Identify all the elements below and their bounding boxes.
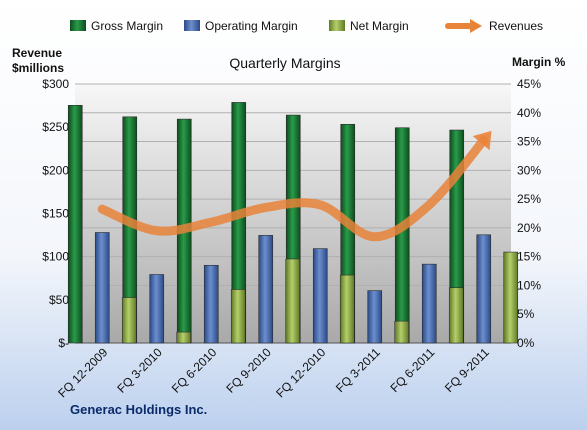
bar-net-margin-fq-9-2011 [503, 251, 519, 344]
left-tick-label: $- [58, 336, 69, 350]
right-tick-label: 5% [517, 307, 535, 321]
bar-net-margin-fq-9-2010 [285, 258, 301, 344]
bar-operating-margin-fq-9-2011 [476, 234, 492, 344]
bar-operating-margin-fq-12-2009 [94, 232, 110, 344]
revenues-arrowhead [472, 130, 492, 151]
right-tick-label: 40% [517, 106, 541, 120]
legend-swatch-operating-margin [184, 20, 200, 31]
right-tick-label: 10% [517, 278, 541, 292]
bar-gross-margin-fq-12-2009 [67, 104, 83, 344]
left-tick-label: $250 [42, 120, 69, 134]
left-tick-label: $150 [42, 207, 69, 221]
left-tick-label: $200 [42, 163, 69, 177]
legend-revenues-arrowhead-icon [470, 19, 482, 33]
legend: Gross Margin Operating Margin Net Margin… [70, 19, 543, 33]
bar-operating-margin-fq-6-2010 [203, 264, 219, 344]
bar-operating-margin-fq-6-2011 [421, 263, 437, 344]
company-name: Generac Holdings Inc. [70, 402, 207, 417]
legend-label-gross-margin: Gross Margin [91, 19, 163, 33]
right-tick-label: 45% [517, 77, 541, 91]
legend-swatch-gross-margin [70, 20, 86, 31]
bar-net-margin-fq-12-2009 [121, 297, 137, 344]
right-tick-label: 20% [517, 221, 541, 235]
right-tick-label: 35% [517, 135, 541, 149]
bar-operating-margin-fq-3-2010 [149, 274, 165, 344]
left-tick-label: $50 [49, 293, 69, 307]
bar-operating-margin-fq-3-2011 [367, 290, 383, 344]
right-tick-label: 0% [517, 336, 535, 350]
bar-net-margin-fq-3-2010 [176, 331, 192, 344]
bar-net-margin-fq-6-2011 [448, 287, 464, 344]
legend-label-operating-margin: Operating Margin [205, 19, 298, 33]
left-axis-title-line2: $millions [12, 61, 64, 75]
right-tick-label: 15% [517, 250, 541, 264]
left-tick-label: $300 [42, 77, 69, 91]
bar-net-margin-fq-3-2011 [394, 320, 410, 344]
left-axis-title-line1: Revenue [12, 46, 62, 60]
bar-net-margin-fq-12-2010 [339, 274, 355, 344]
bar-operating-margin-fq-12-2010 [312, 248, 328, 344]
right-tick-label: 30% [517, 163, 541, 177]
chart-title: Quarterly Margins [229, 55, 340, 71]
bar-gross-margin-fq-6-2011 [394, 127, 410, 344]
legend-label-net-margin: Net Margin [350, 19, 409, 33]
legend-label-revenues: Revenues [489, 19, 543, 33]
right-tick-label: 25% [517, 192, 541, 206]
bar-operating-margin-fq-9-2010 [258, 235, 274, 344]
left-tick-label: $100 [42, 250, 69, 264]
revenues-line [97, 135, 489, 242]
right-axis-title: Margin % [512, 55, 566, 69]
legend-swatch-net-margin [329, 20, 345, 31]
bar-net-margin-fq-6-2010 [230, 289, 246, 344]
